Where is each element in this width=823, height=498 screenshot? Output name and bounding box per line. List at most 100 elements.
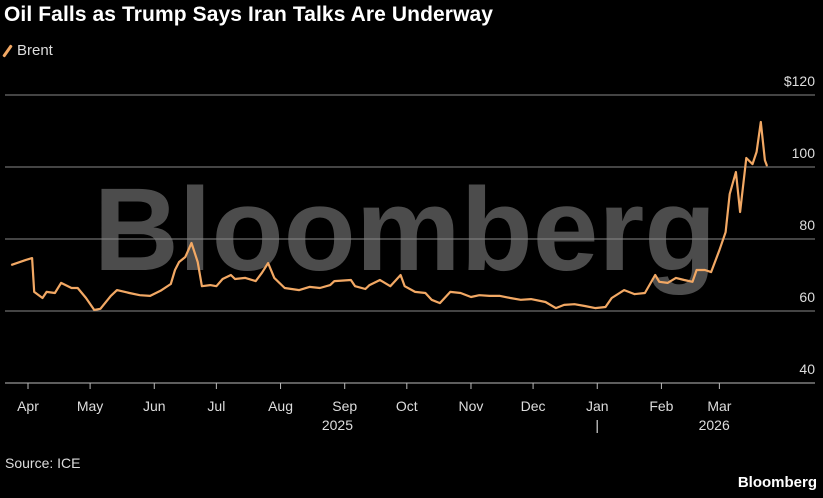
data-point <box>424 292 427 294</box>
x-tick-label: Oct <box>396 398 418 414</box>
data-point <box>244 277 246 279</box>
data-point <box>489 295 491 297</box>
year-label: 2026 <box>699 417 730 433</box>
data-point <box>319 287 321 289</box>
y-tick-label: 60 <box>799 289 815 305</box>
year-divider: | <box>595 417 599 433</box>
data-point <box>41 297 44 299</box>
data-point <box>735 171 737 173</box>
x-tick-label: May <box>77 398 103 414</box>
data-point <box>273 277 275 279</box>
data-point <box>644 292 646 294</box>
data-point <box>33 291 35 293</box>
data-point <box>729 193 731 195</box>
data-point <box>308 286 311 288</box>
data-point <box>368 284 371 286</box>
data-point <box>654 274 656 276</box>
data-point <box>350 279 352 281</box>
data-point <box>333 280 335 282</box>
data-point <box>431 299 433 301</box>
x-tick-label: Apr <box>17 398 39 414</box>
legend-label-brent: Brent <box>17 42 53 59</box>
bloomberg-logo: Bloomberg <box>737 474 817 491</box>
data-point <box>764 159 766 161</box>
data-point <box>584 305 586 307</box>
data-point <box>530 298 532 300</box>
data-point <box>604 306 607 308</box>
y-tick-label: 100 <box>792 145 816 161</box>
data-point <box>128 292 131 294</box>
data-point <box>478 294 480 296</box>
data-point <box>178 261 180 263</box>
data-point <box>389 285 391 287</box>
x-tick-label: Dec <box>521 398 546 414</box>
y-tick-label: 80 <box>799 217 815 233</box>
data-point <box>667 282 669 284</box>
data-point <box>230 274 232 276</box>
data-point <box>197 261 199 263</box>
data-point <box>54 292 56 294</box>
data-point <box>658 281 660 283</box>
data-point <box>751 163 754 165</box>
data-point <box>633 293 636 295</box>
x-tick-label: Aug <box>268 398 293 414</box>
data-point <box>509 297 511 299</box>
data-point <box>201 285 203 287</box>
source-note: Source: ICE <box>5 455 81 471</box>
data-point <box>439 302 441 304</box>
data-point <box>215 285 217 287</box>
data-point <box>184 256 186 258</box>
data-point <box>555 307 557 309</box>
data-point <box>544 301 547 303</box>
data-point <box>70 287 73 289</box>
data-point <box>190 242 193 244</box>
data-point <box>704 269 706 271</box>
data-point <box>520 299 522 301</box>
y-tick-label: $120 <box>784 73 815 89</box>
x-tick-label: Jul <box>207 398 225 414</box>
data-point <box>379 279 381 281</box>
data-point <box>77 287 79 289</box>
data-point <box>696 269 698 271</box>
data-point <box>85 297 87 299</box>
data-point <box>329 284 331 286</box>
chart-title: Oil Falls as Trump Says Iran Talks Are U… <box>4 3 494 26</box>
data-point <box>139 294 141 296</box>
data-point <box>221 278 224 280</box>
data-point <box>116 289 118 291</box>
data-point <box>594 307 596 309</box>
data-point <box>414 291 416 293</box>
data-point <box>354 285 356 287</box>
y-tick-label: 40 <box>799 361 815 377</box>
data-point <box>255 280 257 282</box>
data-point <box>449 291 451 293</box>
data-point <box>718 249 720 251</box>
data-point <box>234 278 236 280</box>
data-point <box>675 277 677 279</box>
data-point <box>400 274 402 276</box>
data-point <box>573 303 576 305</box>
data-point <box>611 297 613 299</box>
data-point <box>470 296 472 298</box>
data-point <box>25 259 27 261</box>
data-point <box>724 231 727 233</box>
data-point <box>739 211 741 213</box>
data-point <box>31 257 33 259</box>
x-tick-label: Mar <box>707 398 731 414</box>
data-point <box>710 271 712 273</box>
data-point <box>170 283 172 285</box>
data-point <box>364 288 367 290</box>
data-point <box>760 121 762 123</box>
data-point <box>683 279 685 281</box>
x-tick-label: Nov <box>459 398 484 414</box>
data-point <box>93 309 95 311</box>
data-point <box>267 262 269 264</box>
data-point <box>149 295 151 297</box>
data-point <box>10 264 13 266</box>
data-point <box>745 157 747 159</box>
data-point <box>766 165 768 167</box>
data-point <box>159 290 162 292</box>
data-point <box>298 289 300 291</box>
x-tick-label: Sep <box>332 398 357 414</box>
